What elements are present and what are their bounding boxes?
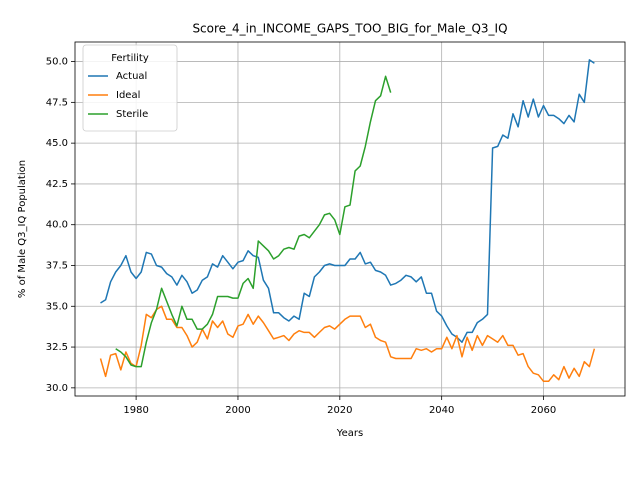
y-tick-label: 45.0 xyxy=(46,138,68,149)
series-layer xyxy=(99,59,596,383)
legend-label-ideal: Ideal xyxy=(116,90,140,101)
y-tick-label: 30.0 xyxy=(46,383,68,394)
legend-label-actual: Actual xyxy=(116,71,147,82)
x-tick-label: 1980 xyxy=(123,405,148,416)
x-tick-label: 2000 xyxy=(225,405,250,416)
y-tick-label: 32.5 xyxy=(46,342,68,353)
y-tick-label: 37.5 xyxy=(46,260,68,271)
y-tick-label: 47.5 xyxy=(46,97,68,108)
plot-frame xyxy=(74,41,626,397)
y-tick-label: 50.0 xyxy=(46,57,68,68)
series-line-actual xyxy=(100,59,595,343)
grid-layer xyxy=(75,42,625,396)
legend-title: Fertility xyxy=(111,53,149,64)
legend-box xyxy=(82,44,178,132)
x-tick-label: 2060 xyxy=(531,405,556,416)
y-tick-label: 42.5 xyxy=(46,179,68,190)
tick-layer: 1980 2000 2020 2040 2060 30.0 32.5 35.0 37.5 40.0… xyxy=(46,57,557,416)
legend: Fertility Actual Ideal Sterile xyxy=(82,44,178,132)
x-tick-label: 2040 xyxy=(429,405,454,416)
y-tick-label: 35.0 xyxy=(46,301,68,312)
y-axis-label: % of Male Q3_IQ Population xyxy=(17,160,28,298)
y-tick-label: 40.0 xyxy=(46,220,68,231)
legend-entries: Actual Ideal Sterile xyxy=(88,71,148,120)
x-axis-label: Years xyxy=(336,428,363,439)
series-line-sterile xyxy=(115,75,392,368)
chart-title: Score_4_in_INCOME_GAPS_TOO_BIG_for_Male_… xyxy=(192,22,507,36)
x-tick-label: 2020 xyxy=(327,405,352,416)
series-line-ideal xyxy=(99,305,596,383)
legend-label-sterile: Sterile xyxy=(116,109,148,120)
